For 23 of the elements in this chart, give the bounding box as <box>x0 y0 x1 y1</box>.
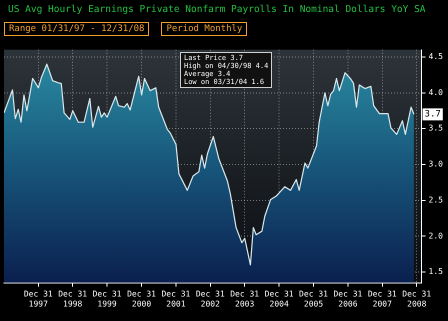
y-tick-label: 2.5 <box>428 195 444 204</box>
y-tick-label: 4.5 <box>428 52 444 62</box>
y-tick-label: 4.0 <box>428 88 444 97</box>
y-tick-label: 3.5 <box>428 124 444 133</box>
x-tick-label: Dec 31 2003 <box>230 290 260 308</box>
x-tick-label: Dec 31 1998 <box>58 290 88 308</box>
x-tick-label: Dec 31 1997 <box>24 290 53 308</box>
y-tick-label: 2.0 <box>428 231 444 240</box>
annotation: 3.7 <box>424 110 441 120</box>
x-tick-label: Dec 31 2006 <box>333 290 363 308</box>
x-tick-label: Dec 31 2002 <box>196 290 225 308</box>
x-tick-label: Dec 31 2008 <box>402 290 432 308</box>
y-tick-label: 3.0 <box>428 160 444 169</box>
x-tick-label: Dec 31 2007 <box>368 290 397 308</box>
x-tick-label: Dec 31 1999 <box>92 290 122 308</box>
x-tick-label: Dec 31 2001 <box>161 290 191 308</box>
x-tick-label: Dec 31 2004 <box>264 290 294 308</box>
x-tick-label: Dec 31 2005 <box>299 290 328 308</box>
text: Period Monthly <box>161 22 248 36</box>
chart-title: US Avg Hourly Earnings Private Nonfarm Payrolls In Nominal Dollars YoY SA <box>8 4 426 15</box>
text: Range 01/31/97 - 12/31/08 <box>4 22 150 36</box>
y-tick-label: 1.5 <box>428 267 444 276</box>
x-tick-label: Dec 31 2000 <box>127 290 156 308</box>
